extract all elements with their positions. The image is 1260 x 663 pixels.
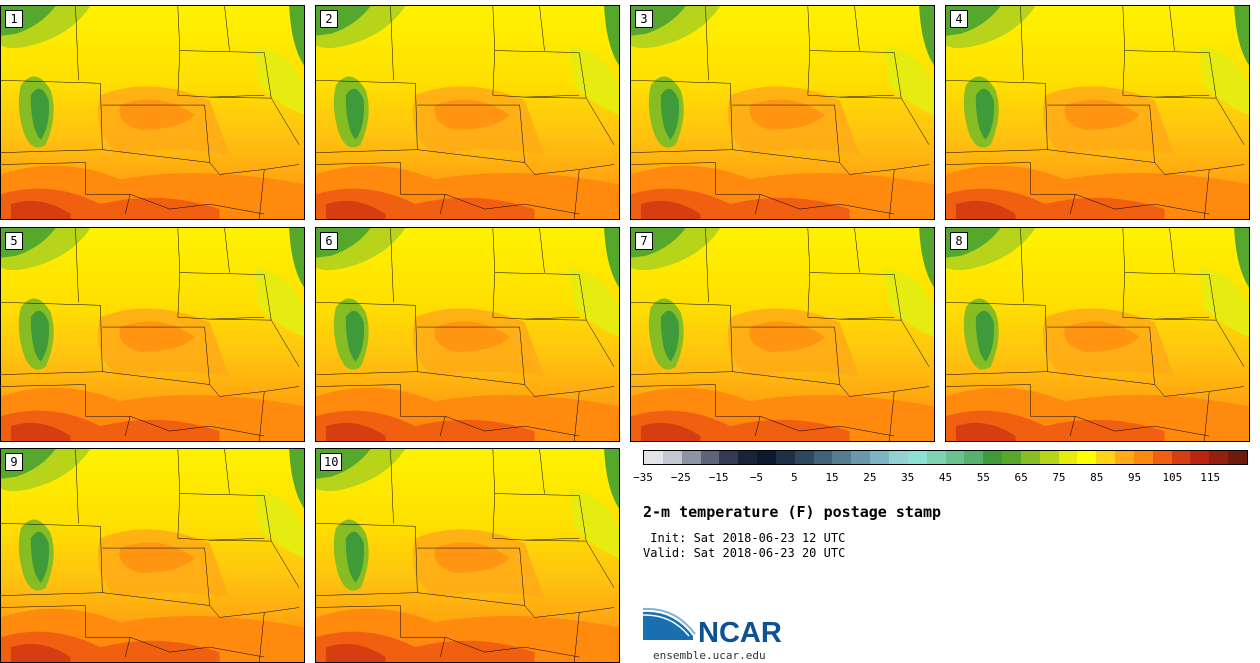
init-time: Init: Sat 2018-06-23 12 UTC — [643, 531, 846, 545]
colorbar-swatch — [1020, 451, 1040, 464]
colorbar-tick: 85 — [1090, 471, 1104, 484]
colorbar-tick: 55 — [976, 471, 990, 484]
colorbar-swatch — [851, 451, 871, 464]
colorbar-swatch — [700, 451, 720, 464]
colorbar-tick: 115 — [1200, 471, 1221, 484]
member-map-9: 9 — [0, 448, 305, 663]
ncar-logo-icon — [643, 607, 696, 640]
colorbar-swatch — [870, 451, 889, 464]
colorbar-tick: −15 — [708, 471, 729, 484]
logo-text: NCAR — [698, 617, 782, 649]
colorbar-tick: 45 — [938, 471, 953, 484]
plot-title: 2-m temperature (F) postage stamp — [643, 503, 942, 521]
colorbar-swatch — [907, 451, 927, 464]
temperature-map — [946, 6, 1249, 219]
colorbar-swatch — [1002, 451, 1021, 464]
colorbar-tick: 65 — [1014, 471, 1028, 484]
temperature-map — [1, 6, 304, 219]
member-map-2: 2 — [315, 5, 620, 220]
colorbar-swatch — [1152, 451, 1172, 464]
colorbar-tick: 75 — [1052, 471, 1066, 484]
colorbar-swatch — [832, 451, 852, 464]
member-label: 1 — [5, 10, 23, 28]
colorbar-swatch — [757, 451, 776, 464]
colorbar-tick: −25 — [670, 471, 691, 484]
colorbar-swatch — [926, 451, 946, 464]
colorbar-swatch — [794, 451, 814, 464]
temperature-map — [631, 228, 934, 441]
member-label: 8 — [950, 232, 968, 250]
colorbar-swatch — [1228, 451, 1247, 464]
colorbar-swatch — [1115, 451, 1134, 464]
member-map-6: 6 — [315, 227, 620, 442]
member-map-1: 1 — [0, 5, 305, 220]
valid-time: Valid: Sat 2018-06-23 20 UTC — [643, 546, 846, 560]
colorbar-swatch — [775, 451, 795, 464]
logo-url[interactable]: ensemble.ucar.edu — [653, 649, 766, 662]
colorbar-tick-labels: −35 −25 −15 −5 5 15 25 35 45 55 65 75 85 95 105 115 — [633, 471, 1248, 485]
member-label: 9 — [5, 453, 23, 471]
member-label: 10 — [320, 453, 343, 471]
member-label: 7 — [635, 232, 653, 250]
member-label: 6 — [320, 232, 338, 250]
colorbar-swatch — [1058, 451, 1078, 464]
colorbar-swatch — [644, 451, 663, 464]
member-label: 5 — [5, 232, 23, 250]
colorbar-swatch — [813, 451, 833, 464]
temperature-colorbar — [643, 450, 1248, 465]
member-map-3: 3 — [630, 5, 935, 220]
member-label: 4 — [950, 10, 968, 28]
colorbar-tick: 5 — [790, 471, 798, 484]
colorbar-swatch — [1039, 451, 1059, 464]
member-map-8: 8 — [945, 227, 1250, 442]
colorbar-swatch — [662, 451, 682, 464]
colorbar-swatch — [681, 451, 701, 464]
colorbar-swatch — [964, 451, 984, 464]
colorbar-swatch — [1133, 451, 1153, 464]
member-map-7: 7 — [630, 227, 935, 442]
colorbar-swatch — [738, 451, 758, 464]
temperature-map — [631, 6, 934, 219]
member-map-5: 5 — [0, 227, 305, 442]
colorbar-swatch — [1171, 451, 1191, 464]
colorbar-tick: 35 — [901, 471, 915, 484]
colorbar-tick: 25 — [863, 471, 877, 484]
colorbar-swatch — [983, 451, 1003, 464]
colorbar-swatch — [945, 451, 965, 464]
colorbar-tick: 105 — [1162, 471, 1183, 484]
colorbar-tick: −5 — [749, 471, 764, 484]
colorbar-tick: −35 — [633, 471, 653, 484]
colorbar-swatch — [1209, 451, 1229, 464]
colorbar-tick: 15 — [825, 471, 839, 484]
colorbar-tick: 95 — [1127, 471, 1142, 484]
member-map-10: 10 — [315, 448, 620, 663]
colorbar-swatch — [888, 451, 908, 464]
colorbar-swatch — [1096, 451, 1116, 464]
temperature-map — [316, 228, 619, 441]
temperature-map — [316, 449, 619, 662]
colorbar-swatch — [1077, 451, 1097, 464]
colorbar-swatch — [719, 451, 739, 464]
temperature-map — [1, 449, 304, 662]
colorbar-swatch — [1190, 451, 1210, 464]
temperature-map — [1, 228, 304, 441]
member-label: 3 — [635, 10, 653, 28]
temperature-map — [946, 228, 1249, 441]
temperature-map — [316, 6, 619, 219]
member-map-4: 4 — [945, 5, 1250, 220]
member-label: 2 — [320, 10, 338, 28]
